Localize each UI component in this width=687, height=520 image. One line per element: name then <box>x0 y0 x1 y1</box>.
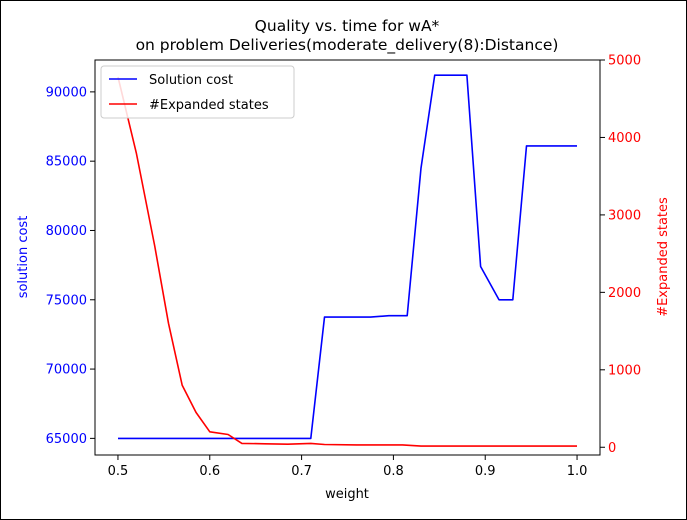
series-line-expanded-states <box>117 76 577 447</box>
y-left-tick-label: 70000 <box>46 363 87 378</box>
y-right-tick-label: 2000 <box>608 286 641 301</box>
legend: Solution cost #Expanded states <box>100 65 295 119</box>
y-right-tick-label: 4000 <box>608 131 641 146</box>
legend-box <box>100 65 295 119</box>
x-tick-label: 0.8 <box>383 464 404 479</box>
x-tick-label: 0.5 <box>108 464 129 479</box>
y-left-tick-label: 85000 <box>46 155 87 170</box>
chart-title-line2: on problem Deliveries(moderate_delivery(… <box>136 36 559 55</box>
y-left-axis-ticks: 65000 70000 75000 80000 85000 90000 <box>46 85 95 447</box>
legend-label-solution-cost: Solution cost <box>149 73 233 88</box>
y-left-axis-label: solution cost <box>16 216 31 299</box>
y-right-tick-label: 0 <box>608 441 616 456</box>
legend-label-expanded-states: #Expanded states <box>149 98 269 113</box>
x-axis-label: weight <box>325 487 369 502</box>
x-axis-ticks: 0.5 0.6 0.7 0.8 0.9 1.0 <box>108 455 588 479</box>
y-right-axis-label: #Expanded states <box>656 197 671 317</box>
plot-area <box>94 59 601 456</box>
y-right-tick-label: 5000 <box>608 54 641 69</box>
y-right-tick-label: 3000 <box>608 208 641 223</box>
y-left-tick-label: 90000 <box>46 85 87 100</box>
y-left-tick-label: 75000 <box>46 293 87 308</box>
y-left-tick-label: 80000 <box>46 224 87 239</box>
x-tick-label: 0.9 <box>475 464 496 479</box>
y-right-axis-ticks: 0 1000 2000 3000 4000 5000 <box>600 54 641 456</box>
x-tick-label: 1.0 <box>567 464 588 479</box>
chart-title-line1: Quality vs. time for wA* <box>255 17 440 35</box>
x-tick-label: 0.6 <box>199 464 220 479</box>
x-tick-label: 0.7 <box>291 464 312 479</box>
y-left-tick-label: 65000 <box>46 432 87 447</box>
y-right-tick-label: 1000 <box>608 363 641 378</box>
series-line-solution-cost <box>118 74 577 440</box>
